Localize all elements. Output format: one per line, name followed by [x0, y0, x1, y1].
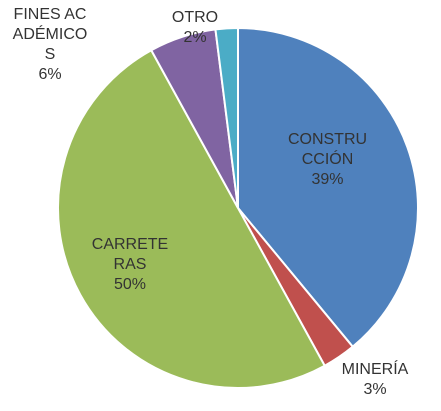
- value-label: 50%: [113, 276, 147, 293]
- value-label: 39%: [311, 171, 344, 188]
- slice-label: CONSTRUCCIÓN 39%: [285, 130, 370, 190]
- value-label: 6%: [38, 66, 62, 83]
- category-label: FINES ACADÉMICOS: [12, 6, 88, 63]
- slice-label: OTRO 2%: [160, 8, 230, 48]
- slice-label: FINES ACADÉMICOS 6%: [10, 5, 90, 85]
- value-label: 2%: [183, 29, 207, 46]
- pie-slice: [237, 26, 419, 349]
- category-label: CARRETERAS: [91, 236, 169, 273]
- category-label: OTRO: [171, 9, 219, 26]
- category-label: CONSTRUCCIÓN: [287, 131, 368, 168]
- slice-label: MINERÍA 3%: [335, 360, 415, 400]
- slice-label: CARRETERAS 50%: [90, 235, 170, 295]
- category-label: MINERÍA: [341, 361, 409, 378]
- pie-slice: [214, 26, 239, 209]
- pie-slice: [57, 48, 327, 389]
- value-label: 3%: [363, 381, 387, 398]
